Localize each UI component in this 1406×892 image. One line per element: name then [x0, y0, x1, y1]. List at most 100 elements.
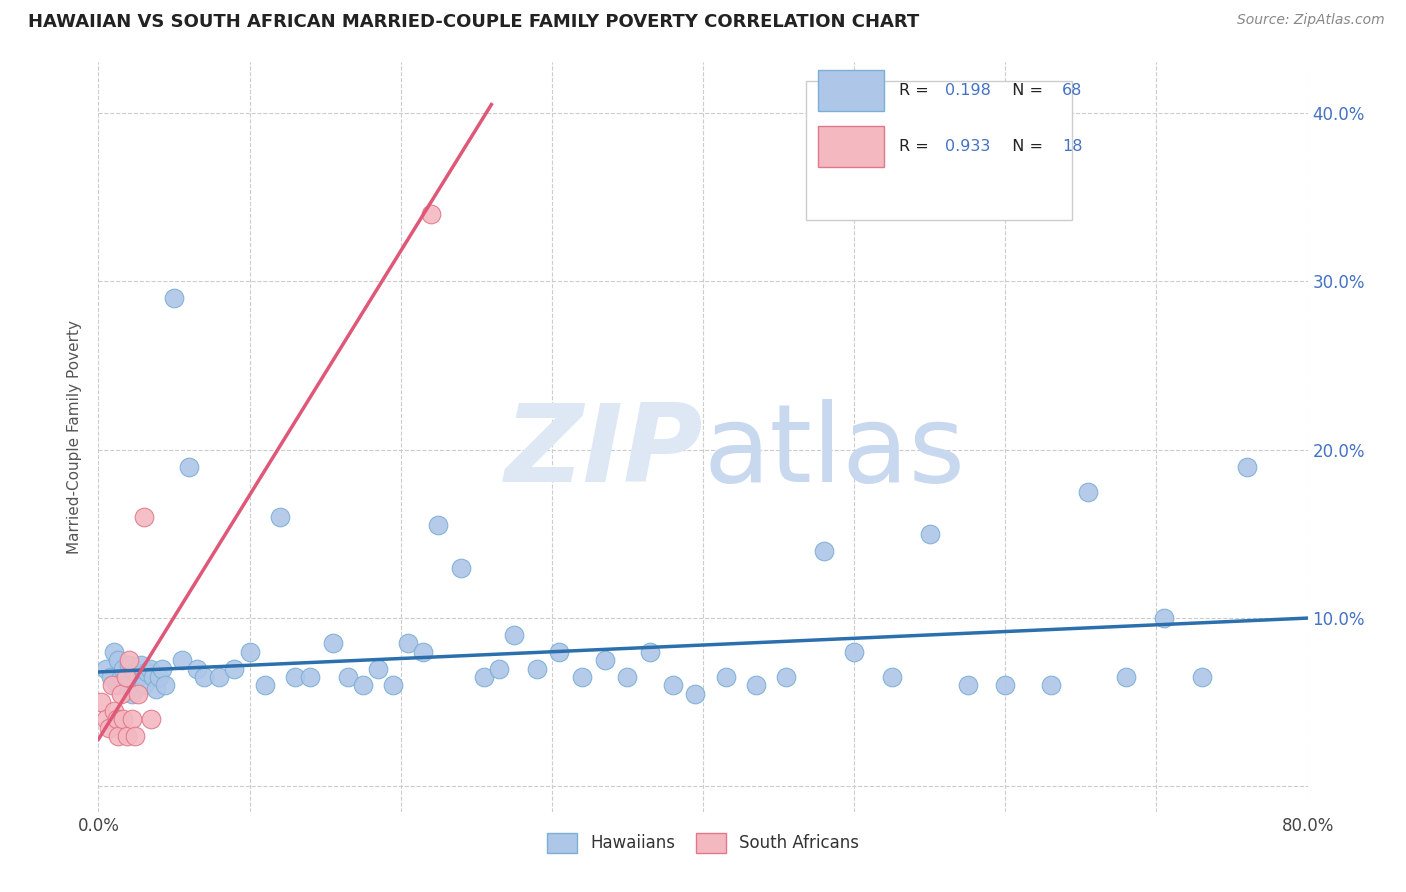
- Point: [208, 670, 231, 684]
- Point: [94, 662, 117, 676]
- Point: [110, 670, 132, 684]
- Point: [880, 670, 903, 684]
- Point: [526, 662, 548, 676]
- Point: [322, 636, 344, 650]
- Point: [114, 670, 136, 684]
- Point: [396, 636, 419, 650]
- Y-axis label: Married-Couple Family Poverty: Married-Couple Family Poverty: [67, 320, 83, 554]
- Point: [94, 712, 117, 726]
- Point: [107, 729, 129, 743]
- Point: [90, 695, 112, 709]
- Text: 0.198: 0.198: [945, 83, 991, 97]
- Point: [170, 653, 193, 667]
- Point: [775, 670, 797, 684]
- Point: [224, 662, 246, 676]
- Point: [145, 681, 167, 696]
- Point: [299, 670, 322, 684]
- Point: [616, 670, 638, 684]
- Point: [450, 560, 472, 574]
- Point: [105, 712, 128, 726]
- Point: [148, 670, 170, 684]
- Point: [103, 704, 125, 718]
- Point: [488, 662, 510, 676]
- Text: ZIP: ZIP: [505, 399, 703, 505]
- Point: [121, 712, 143, 726]
- Point: [1039, 678, 1062, 692]
- Point: [813, 543, 835, 558]
- Text: atlas: atlas: [703, 399, 965, 505]
- Point: [142, 670, 165, 684]
- Point: [918, 527, 941, 541]
- Point: [100, 670, 122, 684]
- Point: [420, 207, 443, 221]
- Point: [638, 645, 661, 659]
- Point: [127, 687, 149, 701]
- Point: [111, 662, 134, 676]
- Text: 18: 18: [1062, 139, 1083, 153]
- Point: [239, 645, 262, 659]
- Point: [745, 678, 768, 692]
- Point: [150, 662, 173, 676]
- Point: [193, 670, 215, 684]
- Point: [105, 678, 128, 692]
- Point: [548, 645, 571, 659]
- Legend: Hawaiians, South Africans: Hawaiians, South Africans: [540, 826, 866, 860]
- Text: 0.933: 0.933: [945, 139, 990, 153]
- Point: [186, 662, 208, 676]
- Point: [110, 687, 132, 701]
- Point: [118, 653, 141, 667]
- Point: [135, 665, 157, 679]
- Point: [1077, 484, 1099, 499]
- Point: [1236, 459, 1258, 474]
- Point: [367, 662, 389, 676]
- Bar: [818, 126, 884, 167]
- Point: [163, 291, 186, 305]
- Point: [103, 645, 125, 659]
- Point: [141, 712, 163, 726]
- Point: [98, 721, 121, 735]
- Point: [124, 665, 146, 679]
- Point: [472, 670, 495, 684]
- Bar: [806, 81, 1071, 219]
- Point: [352, 678, 374, 692]
- Point: [661, 678, 683, 692]
- Point: [685, 687, 707, 701]
- Point: [994, 678, 1017, 692]
- Text: Source: ZipAtlas.com: Source: ZipAtlas.com: [1237, 13, 1385, 28]
- Point: [1191, 670, 1213, 684]
- Point: [129, 658, 152, 673]
- Point: [132, 678, 155, 692]
- Point: [503, 628, 526, 642]
- Point: [956, 678, 979, 692]
- Point: [179, 459, 201, 474]
- Text: N =: N =: [1001, 139, 1047, 153]
- Point: [427, 518, 450, 533]
- Point: [114, 678, 136, 692]
- Point: [412, 645, 434, 659]
- Bar: [818, 70, 884, 111]
- Text: R =: R =: [898, 83, 934, 97]
- Point: [118, 658, 141, 673]
- Point: [132, 510, 155, 524]
- Point: [844, 645, 866, 659]
- Text: HAWAIIAN VS SOUTH AFRICAN MARRIED-COUPLE FAMILY POVERTY CORRELATION CHART: HAWAIIAN VS SOUTH AFRICAN MARRIED-COUPLE…: [28, 13, 920, 31]
- Point: [593, 653, 616, 667]
- Point: [115, 729, 138, 743]
- Point: [153, 678, 176, 692]
- Text: R =: R =: [898, 139, 934, 153]
- Point: [284, 670, 307, 684]
- Point: [714, 670, 737, 684]
- Point: [111, 712, 134, 726]
- Point: [382, 678, 405, 692]
- Point: [571, 670, 593, 684]
- Point: [336, 670, 359, 684]
- Text: 68: 68: [1062, 83, 1083, 97]
- Point: [107, 653, 129, 667]
- Point: [1153, 611, 1175, 625]
- Point: [124, 729, 146, 743]
- Point: [127, 670, 149, 684]
- Point: [139, 662, 162, 676]
- Point: [269, 510, 291, 524]
- Point: [121, 687, 143, 701]
- Point: [253, 678, 276, 692]
